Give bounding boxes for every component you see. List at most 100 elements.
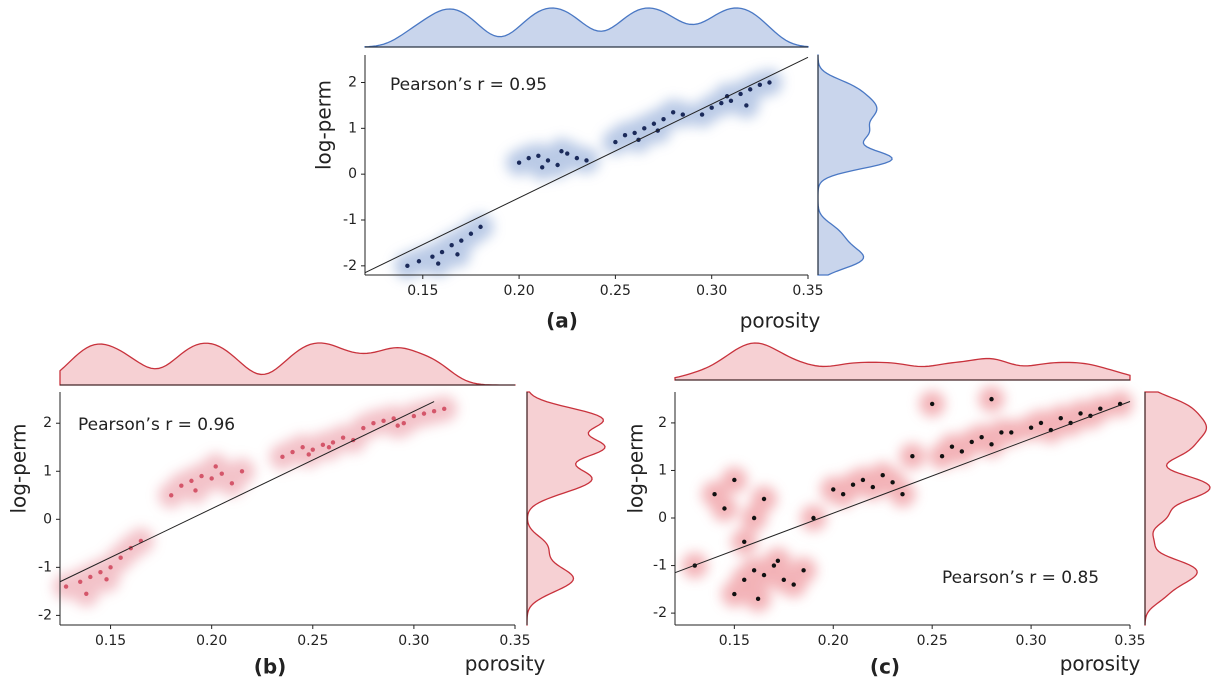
point (622, 133, 628, 138)
point (1078, 411, 1083, 416)
x-tick-label: 0.15 (407, 283, 438, 299)
point (999, 430, 1004, 435)
point (728, 98, 734, 104)
point (405, 263, 410, 269)
point (411, 413, 417, 419)
point (431, 409, 437, 414)
x-tick-label: 0.25 (917, 633, 948, 649)
point (801, 568, 806, 573)
fit-line (59, 401, 435, 583)
point (63, 584, 69, 589)
point (670, 110, 676, 115)
density-halo (681, 386, 1134, 612)
point (300, 445, 305, 450)
point (555, 162, 560, 168)
y-tick-label: 0 (348, 166, 357, 182)
marginal-x (59, 342, 516, 386)
point (169, 493, 174, 498)
point (929, 401, 935, 407)
point (719, 100, 724, 106)
point (791, 582, 796, 587)
point (78, 579, 83, 584)
point (468, 231, 474, 236)
x-tick-label: 0.20 (504, 283, 535, 299)
point (880, 473, 885, 478)
y-tick-label: 0 (43, 511, 52, 527)
point (310, 447, 315, 452)
marginal-x (364, 7, 809, 48)
point (449, 243, 454, 248)
fit-line (364, 56, 809, 274)
point (330, 440, 336, 445)
fit-line (674, 401, 1131, 574)
x-tick-label: 0.30 (1016, 633, 1047, 649)
point (949, 444, 955, 449)
x-tick-label: 0.35 (1114, 633, 1145, 649)
point (1058, 415, 1063, 421)
y-tick-label: 1 (43, 463, 52, 479)
point (632, 130, 637, 136)
point (651, 121, 657, 126)
x-tick-label: 0.25 (600, 283, 631, 299)
point (516, 160, 522, 165)
point (320, 442, 326, 448)
annotation: Pearson’s r = 0.85 (942, 568, 1099, 588)
point (213, 464, 218, 469)
x-tick-label: 0.35 (499, 633, 530, 649)
y-tick-label: -1 (653, 558, 667, 574)
point (979, 434, 984, 440)
x-tick-label: 0.15 (719, 633, 750, 649)
point (680, 112, 686, 117)
y-tick-label: -2 (653, 605, 667, 621)
point (767, 80, 772, 85)
y-axis-label: log-perm (312, 80, 336, 170)
point (755, 596, 761, 602)
point (455, 252, 460, 257)
marginal-y (526, 391, 606, 626)
point (661, 116, 666, 122)
point (421, 411, 427, 416)
point (478, 224, 483, 230)
point (209, 476, 214, 481)
point (361, 425, 366, 431)
point (430, 254, 435, 259)
point (108, 565, 113, 570)
point (340, 435, 346, 440)
point (1098, 406, 1103, 411)
y-tick-label: 2 (43, 415, 52, 431)
y-tick-label: 1 (658, 462, 667, 478)
point (540, 165, 545, 170)
point (1009, 430, 1014, 435)
point (306, 452, 311, 457)
point (459, 238, 464, 243)
point (732, 591, 737, 597)
point (781, 577, 787, 583)
point (416, 259, 422, 264)
marginal-y (1144, 391, 1211, 626)
x-tick-label: 0.20 (818, 633, 849, 649)
point (811, 515, 816, 521)
joint-plot: 0.15 0.20 0.25 0.30 0.35 -2 -1 0 1 2 Pearson’s r =… (7, 342, 606, 679)
point (442, 406, 447, 412)
point (613, 139, 618, 145)
point (219, 471, 224, 476)
point (722, 506, 727, 511)
point (84, 591, 89, 596)
point (744, 103, 749, 108)
point (870, 484, 876, 490)
x-axis-label: porosity (465, 652, 546, 676)
annotation: Pearson’s r = 0.96 (78, 415, 235, 435)
point (732, 477, 737, 483)
x-axis-label: porosity (740, 309, 821, 333)
point (910, 453, 915, 459)
point (860, 477, 866, 483)
joint-plot: 0.15 0.20 0.25 0.30 0.35 -2 -1 0 1 2 Pearson’s r =… (312, 7, 893, 333)
point (748, 87, 753, 92)
point (775, 558, 781, 564)
joint-plot: 0.15 0.20 0.25 0.30 0.35 -2 -1 0 1 2 Pearson’s r =… (624, 342, 1211, 679)
y-tick-label: -1 (343, 212, 357, 228)
point (699, 112, 705, 117)
point (742, 577, 747, 583)
point (831, 487, 836, 492)
